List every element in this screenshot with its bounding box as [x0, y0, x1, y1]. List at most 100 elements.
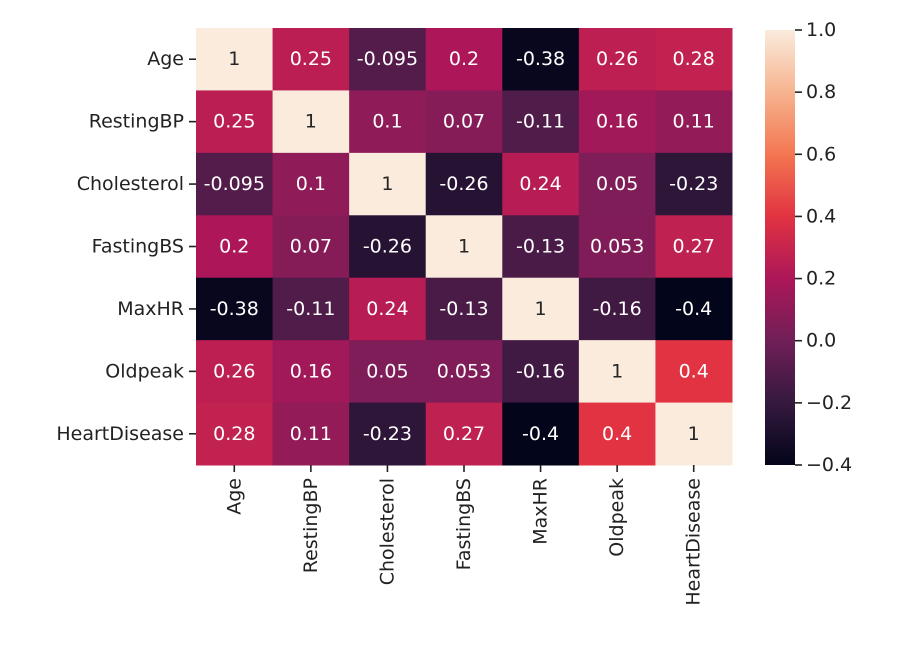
heatmap-cell: [425, 215, 503, 279]
cell-value-label: 1: [305, 111, 317, 133]
colorbar-tick-label: −0.2: [806, 392, 852, 414]
heatmap-cell: [349, 277, 427, 341]
heatmap-cell: [196, 402, 274, 466]
colorbar-tick-label: 1.0: [806, 19, 836, 41]
y-tick-label: HeartDisease: [56, 423, 184, 445]
cell-value-label: 0.1: [296, 173, 326, 195]
cell-value-label: 0.2: [449, 48, 479, 70]
cell-value-label: -0.11: [286, 298, 335, 320]
heatmap-cell: [349, 28, 427, 91]
cell-value-label: 0.11: [673, 111, 715, 133]
cell-value-label: -0.13: [516, 236, 565, 258]
cell-value-label: 0.16: [596, 111, 638, 133]
y-tick-label: FastingBS: [92, 236, 184, 258]
heatmap-cell: [272, 402, 350, 466]
heatmap-cell: [196, 28, 274, 91]
cell-value-label: 0.24: [519, 173, 561, 195]
heatmap-cell: [349, 215, 427, 279]
heatmap-cell: [425, 340, 503, 404]
heatmap-cell: [196, 90, 274, 154]
cell-value-label: 0.07: [443, 111, 485, 133]
cell-value-label: 0.16: [290, 360, 332, 382]
y-tick-label: MaxHR: [117, 298, 184, 320]
cell-value-label: 1: [228, 48, 240, 70]
cell-value-label: 0.28: [673, 48, 715, 70]
heatmap-cell: [272, 152, 350, 216]
heatmap-cell: [578, 90, 656, 154]
cell-value-label: -0.26: [439, 173, 488, 195]
cell-value-label: 1: [381, 173, 393, 195]
cell-value-label: -0.13: [439, 298, 488, 320]
heatmap-cell: [349, 152, 427, 216]
cell-value-label: -0.26: [363, 236, 412, 258]
heatmap-cells: [196, 28, 733, 466]
cell-value-label: 0.4: [679, 360, 709, 382]
cell-value-label: 0.24: [366, 298, 408, 320]
cell-value-label: 0.4: [602, 423, 632, 445]
colorbar-tick-label: 0.0: [806, 330, 836, 352]
heatmap-cell: [578, 28, 656, 91]
y-tick-label: RestingBP: [89, 111, 184, 133]
cell-value-label: 0.05: [366, 360, 408, 382]
cell-value-label: 1: [688, 423, 700, 445]
heatmap-cell: [272, 28, 350, 91]
y-tick-label: Oldpeak: [105, 360, 184, 382]
heatmap-cell: [196, 277, 274, 341]
x-tick-label: MaxHR: [530, 478, 552, 545]
heatmap-cell: [502, 90, 580, 154]
heatmap-cell-labels: 1 0.25 -0.095 0.2 -0.38 0.26 0.28 0.25 1 0.1 0.07 -…: [204, 48, 719, 445]
y-tick-label: Age: [147, 48, 184, 70]
y-tick-label: Cholesterol: [77, 173, 184, 195]
heatmap-cell: [425, 90, 503, 154]
heatmap-cell: [272, 90, 350, 154]
cell-value-label: 0.11: [290, 423, 332, 445]
cell-value-label: 0.28: [213, 423, 255, 445]
cell-value-label: -0.16: [516, 360, 565, 382]
heatmap-cell: [502, 152, 580, 216]
heatmap-cell: [578, 277, 656, 341]
x-tick-label: RestingBP: [300, 478, 322, 573]
colorbar: 1.0 0.8 0.6 0.4 0.2 0.0 −0.2 −0.4: [765, 19, 852, 476]
heatmap-cell: [578, 152, 656, 216]
heatmap-cell: [272, 277, 350, 341]
cell-value-label: -0.4: [675, 298, 712, 320]
y-axis: Age RestingBP Cholesterol FastingBS MaxHR Old…: [56, 48, 196, 445]
heatmap-cell: [655, 28, 733, 91]
heatmap-cell: [502, 28, 580, 91]
heatmap-cell: [349, 90, 427, 154]
cell-value-label: -0.095: [357, 48, 418, 70]
heatmap-cell: [578, 340, 656, 404]
cell-value-label: 0.053: [437, 360, 491, 382]
heatmap-cell: [502, 340, 580, 404]
heatmap-cell: [578, 215, 656, 279]
cell-value-label: 0.27: [673, 236, 715, 258]
cell-value-label: 1: [611, 360, 623, 382]
heatmap-cell: [425, 28, 503, 91]
cell-value-label: -0.11: [516, 111, 565, 133]
colorbar-tick-label: 0.8: [806, 81, 836, 103]
colorbar-ticks: 1.0 0.8 0.6 0.4 0.2 0.0 −0.2 −0.4: [795, 19, 852, 476]
x-axis: Age RestingBP Cholesterol FastingBS MaxHR Old…: [223, 465, 705, 606]
colorbar-tick-label: −0.4: [806, 454, 852, 476]
heatmap-cell: [196, 340, 274, 404]
cell-value-label: 1: [458, 236, 470, 258]
cell-value-label: -0.38: [210, 298, 259, 320]
cell-value-label: 0.1: [372, 111, 402, 133]
cell-value-label: 0.25: [213, 111, 255, 133]
colorbar-tick-label: 0.2: [806, 268, 836, 290]
cell-value-label: 0.07: [290, 236, 332, 258]
cell-value-label: -0.23: [363, 423, 412, 445]
heatmap-cell: [425, 152, 503, 216]
heatmap-cell: [655, 90, 733, 154]
cell-value-label: 1: [535, 298, 547, 320]
heatmap-cell: [655, 152, 733, 216]
cell-value-label: -0.38: [516, 48, 565, 70]
heatmap-cell: [425, 402, 503, 466]
heatmap-cell: [578, 402, 656, 466]
heatmap-cell: [349, 402, 427, 466]
cell-value-label: 0.27: [443, 423, 485, 445]
colorbar-tick-label: 0.4: [806, 205, 836, 227]
heatmap-cell: [502, 215, 580, 279]
cell-value-label: 0.053: [590, 236, 644, 258]
